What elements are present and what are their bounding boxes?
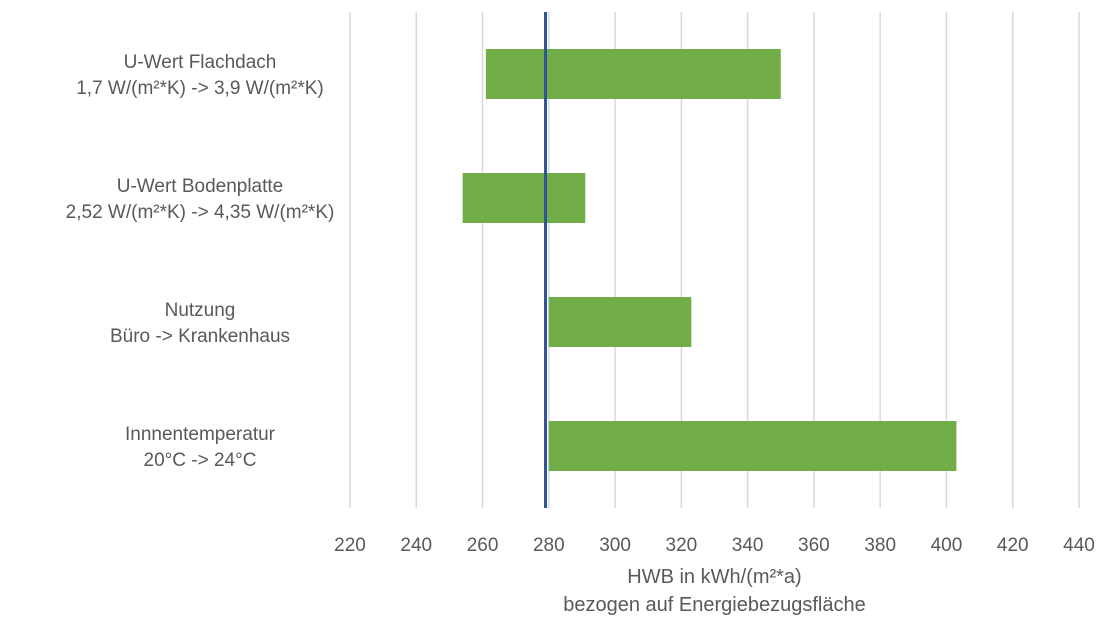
category-label-1-line-0: U-Wert Bodenplatte xyxy=(117,176,284,197)
category-label-2-line-0: Nutzung xyxy=(165,300,236,321)
bar-1 xyxy=(462,173,586,223)
bars xyxy=(462,49,957,471)
x-axis-title-line-0: HWB in kWh/(m²*a) xyxy=(627,566,801,588)
x-tick-label-280: 280 xyxy=(533,535,565,556)
category-label-0-line-0: U-Wert Flachdach xyxy=(124,52,277,73)
x-tick-label-220: 220 xyxy=(334,535,366,556)
x-tick-label-240: 240 xyxy=(400,535,432,556)
x-tick-label-400: 400 xyxy=(931,535,963,556)
category-label-1-line-1: 2,52 W/(m²*K) -> 4,35 W/(m²*K) xyxy=(66,202,335,223)
x-tick-labels: 220 240 260 280 300 320 340 360 380 400 420 440 xyxy=(334,535,1095,556)
x-tick-label-300: 300 xyxy=(599,535,631,556)
bar-2 xyxy=(548,297,692,347)
bar-3 xyxy=(548,421,957,471)
x-tick-label-420: 420 xyxy=(997,535,1029,556)
x-tick-label-380: 380 xyxy=(864,535,896,556)
category-label-0-line-1: 1,7 W/(m²*K) -> 3,9 W/(m²*K) xyxy=(76,78,324,99)
x-tick-label-440: 440 xyxy=(1063,535,1095,556)
x-tick-label-260: 260 xyxy=(467,535,499,556)
x-tick-label-320: 320 xyxy=(666,535,698,556)
x-axis-title-line-1: bezogen auf Energiebezugsfläche xyxy=(563,594,865,616)
category-label-3-line-1: 20°C -> 24°C xyxy=(144,450,257,471)
x-axis-title: HWB in kWh/(m²*a) bezogen auf Energiebezu… xyxy=(563,566,865,616)
x-tick-label-340: 340 xyxy=(732,535,764,556)
bar-0 xyxy=(485,49,781,99)
x-tick-label-360: 360 xyxy=(798,535,830,556)
category-label-3-line-0: Innnentemperatur xyxy=(125,424,276,445)
category-label-2-line-1: Büro -> Krankenhaus xyxy=(110,326,290,347)
category-labels: U-Wert Flachdach 1,7 W/(m²*K) -> 3,9 W/(m… xyxy=(66,52,335,471)
